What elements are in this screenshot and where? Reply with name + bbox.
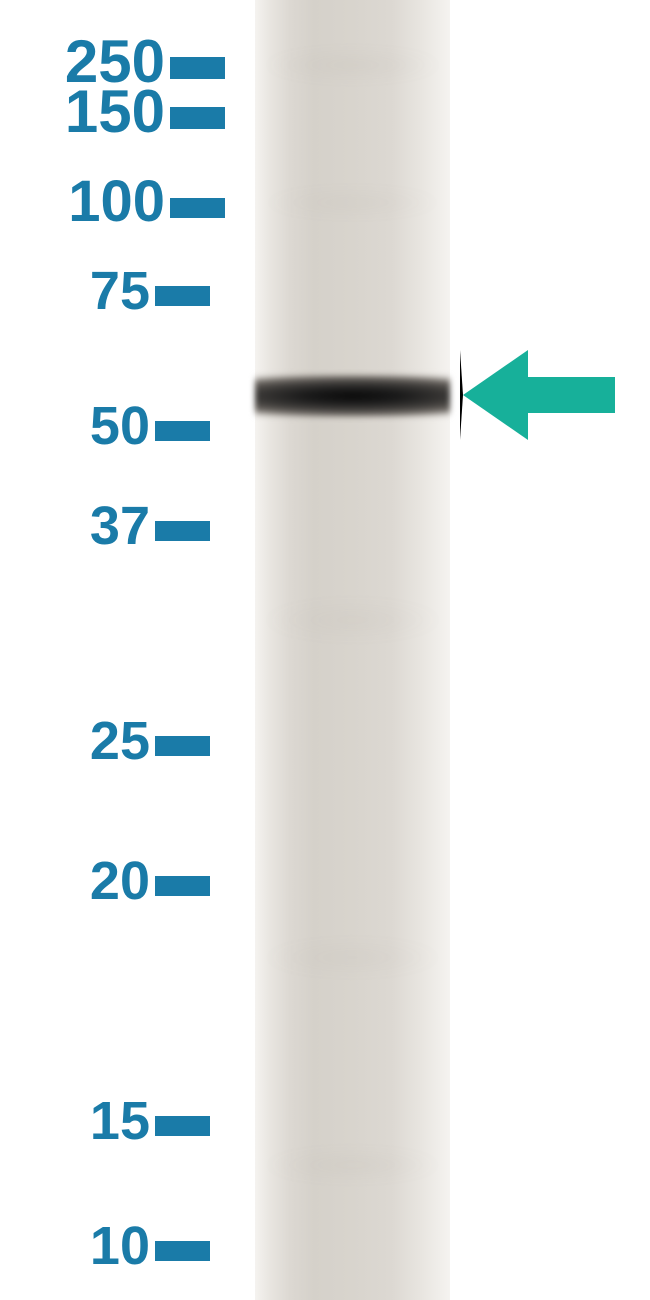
western-blot-figure: 25015010075503725201510 — [0, 0, 650, 1300]
molecular-weight-tick — [170, 198, 225, 218]
molecular-weight-tick — [170, 57, 225, 79]
molecular-weight-label: 20 — [10, 850, 150, 912]
molecular-weight-tick — [155, 876, 210, 896]
lane-noise-region — [255, 1150, 450, 1180]
molecular-weight-tick — [155, 286, 210, 306]
molecular-weight-label: 100 — [10, 168, 165, 235]
arrow-head-icon — [460, 350, 528, 440]
molecular-weight-tick — [155, 1241, 210, 1261]
molecular-weight-tick — [155, 421, 210, 441]
molecular-weight-label: 75 — [10, 260, 150, 322]
molecular-weight-label: 37 — [10, 495, 150, 557]
molecular-weight-tick — [155, 1116, 210, 1136]
molecular-weight-label: 15 — [10, 1090, 150, 1152]
molecular-weight-label: 50 — [10, 395, 150, 457]
molecular-weight-tick — [155, 736, 210, 756]
molecular-weight-label: 10 — [10, 1215, 150, 1277]
protein-band — [255, 375, 450, 417]
molecular-weight-tick — [170, 107, 225, 129]
lane-noise-region — [255, 190, 450, 215]
molecular-weight-label: 25 — [10, 710, 150, 772]
molecular-weight-label: 150 — [10, 77, 165, 146]
molecular-weight-tick — [155, 521, 210, 541]
lane-noise-region — [255, 50, 450, 80]
lane-noise-region — [255, 940, 450, 975]
arrow-shaft — [525, 377, 615, 413]
lane-noise-region — [255, 600, 450, 640]
